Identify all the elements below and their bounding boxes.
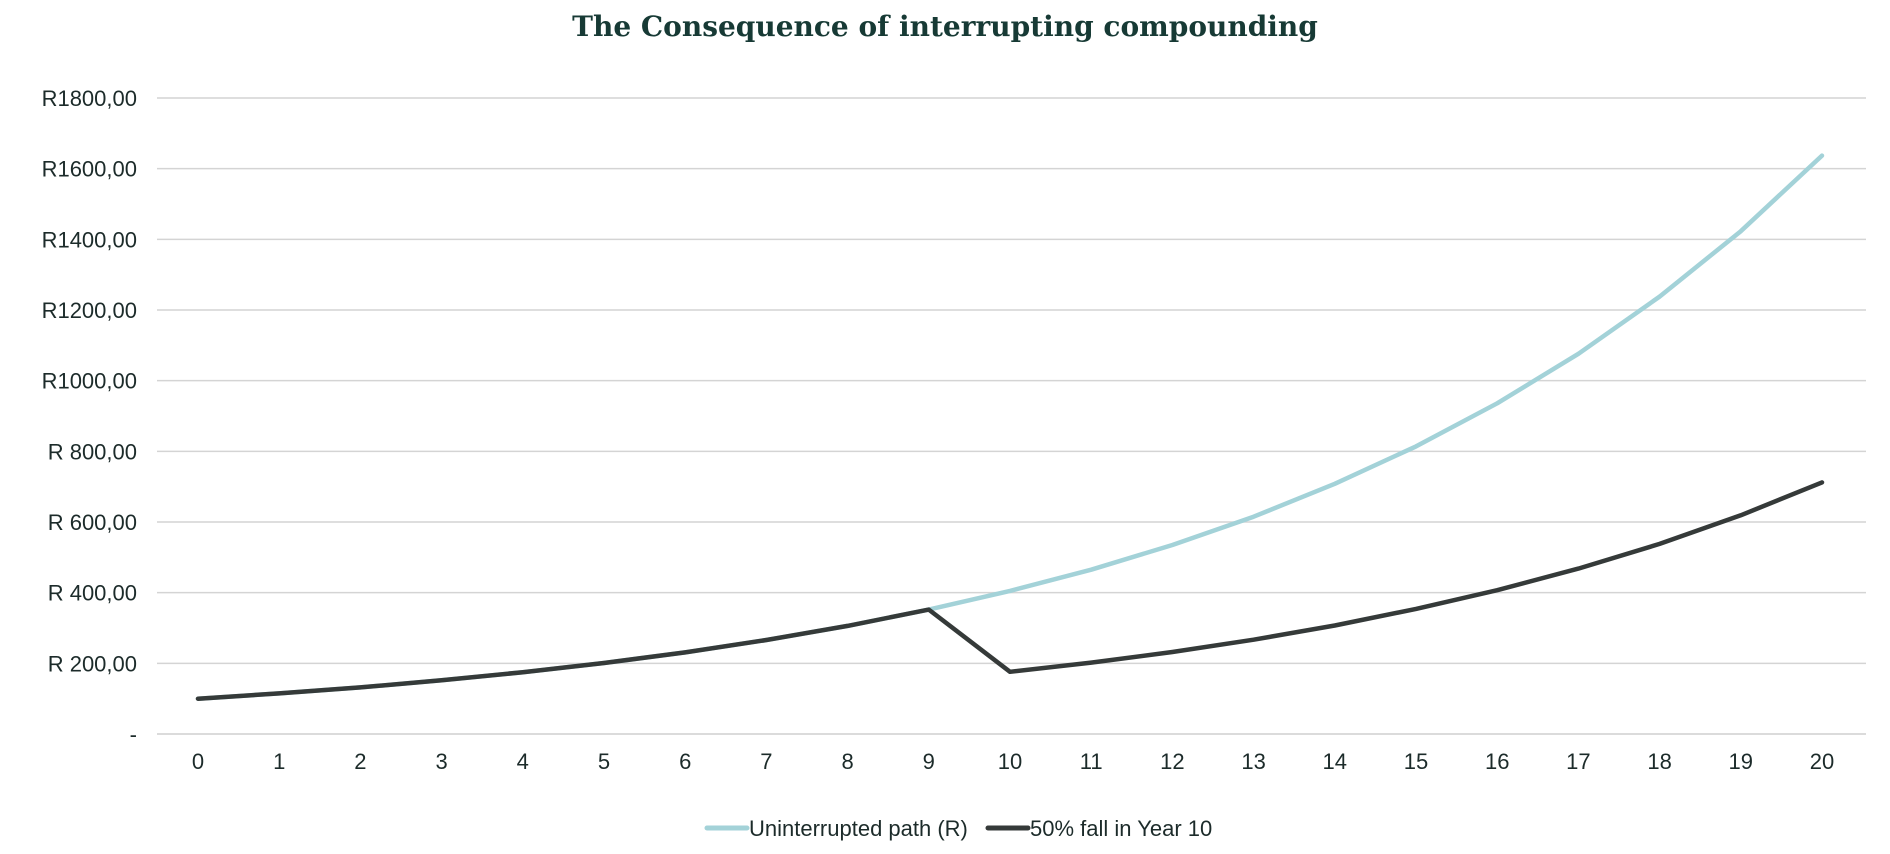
x-tick-label: 20 — [1810, 749, 1834, 774]
y-tick-label: R1200,00 — [42, 298, 137, 323]
x-tick-label: 0 — [192, 749, 204, 774]
y-tick-label: R 200,00 — [48, 651, 137, 676]
legend-label: Uninterrupted path (R) — [749, 816, 968, 841]
legend: Uninterrupted path (R) 50% fall in Year 1… — [704, 816, 1212, 841]
x-tick-label: 11 — [1080, 749, 1103, 774]
y-axis: - R 200,00 R 400,00 R 600,00 R 800,00 R1000,0… — [42, 86, 137, 747]
x-tick-label: 13 — [1241, 749, 1265, 774]
x-tick-label: 2 — [354, 749, 366, 774]
grid — [157, 97, 1866, 735]
y-tick-label: R 400,00 — [48, 581, 137, 606]
series-line-2 — [195, 480, 1825, 701]
y-tick-label: R1000,00 — [42, 369, 137, 394]
y-tick-label: R1400,00 — [42, 227, 137, 252]
chart-title: The Consequence of interrupting compound… — [572, 10, 1318, 43]
y-tick-label: R 800,00 — [48, 439, 137, 464]
y-tick-label: - — [130, 722, 137, 747]
x-tick-label: 10 — [998, 749, 1022, 774]
x-tick-label: 6 — [679, 749, 691, 774]
y-tick-label: R 600,00 — [48, 510, 137, 535]
y-tick-label: R1600,00 — [42, 157, 137, 182]
x-tick-label: 5 — [598, 749, 610, 774]
x-tick-label: 7 — [760, 749, 772, 774]
x-tick-label: 18 — [1647, 749, 1671, 774]
x-tick-label: 14 — [1323, 749, 1347, 774]
x-tick-label: 9 — [923, 749, 935, 774]
legend-label: 50% fall in Year 10 — [1030, 816, 1212, 841]
x-tick-label: 16 — [1485, 749, 1509, 774]
y-tick-label: R1800,00 — [42, 86, 137, 111]
x-tick-label: 12 — [1160, 749, 1184, 774]
series-line-1 — [195, 153, 1825, 701]
plot-area — [195, 153, 1825, 701]
x-tick-label: 15 — [1404, 749, 1428, 774]
x-tick-label: 3 — [435, 749, 447, 774]
x-tick-label: 17 — [1566, 749, 1590, 774]
x-tick-label: 1 — [273, 749, 285, 774]
x-tick-label: 4 — [517, 749, 529, 774]
x-axis: 0 1 2 3 4 5 6 7 8 9 10 11 12 13 14 15 16 17 18 19 20 — [192, 749, 1834, 774]
x-tick-label: 19 — [1729, 749, 1753, 774]
x-tick-label: 8 — [841, 749, 853, 774]
